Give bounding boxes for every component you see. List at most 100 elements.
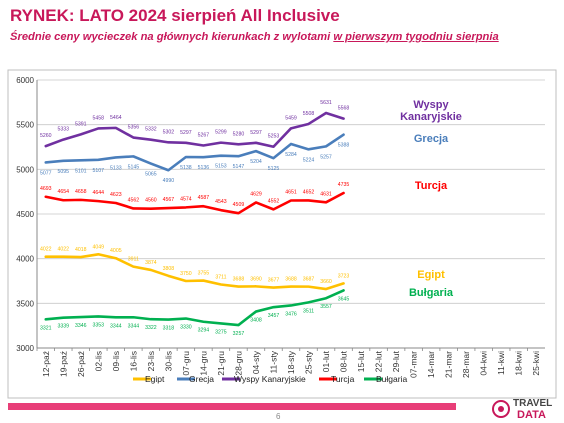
data-point (185, 142, 187, 144)
data-label: 4552 (268, 198, 280, 204)
data-point (115, 257, 117, 259)
data-label: 5464 (110, 115, 122, 121)
data-label: 5568 (338, 106, 350, 112)
y-axis-labels: 3000 3500 4000 4500 5000 5500 6000 (16, 76, 34, 353)
data-point (167, 207, 169, 209)
y-tick-label: 4000 (16, 255, 34, 264)
data-label: 4652 (303, 189, 315, 195)
series-grecja: 5077 5095 5101 5107 5133 5145 5065 4990 5138 5136… (40, 133, 349, 184)
subtitle-prefix: Średnie ceny wycieczek na głównych kieru… (10, 31, 334, 43)
series-line (44, 191, 345, 215)
data-point (45, 256, 47, 258)
x-axis-labels: 12-paź 19-paź 26-paź 02-lis 09-lis 16-lis 23-l… (36, 348, 541, 378)
data-point (255, 201, 257, 204)
data-label: 5125 (268, 166, 280, 172)
data-point (202, 144, 205, 147)
series-name-label: Bułgaria (409, 287, 454, 299)
x-tick-label: 07-gru (181, 351, 191, 376)
data-point (220, 322, 222, 325)
data-point (80, 199, 82, 201)
data-label: 5297 (180, 130, 192, 136)
y-tick-label: 5000 (16, 165, 34, 174)
data-point (185, 317, 187, 320)
data-label: 3911 (128, 257, 139, 263)
x-tick-label: 28-mar (461, 351, 471, 378)
data-point (97, 253, 99, 255)
y-tick-label: 4500 (16, 210, 34, 219)
data-label: 5459 (285, 115, 297, 121)
data-point (237, 324, 240, 326)
x-tick-label: 11-kwi (496, 351, 506, 375)
data-point (80, 256, 82, 258)
x-tick-label: 04-kwi (479, 351, 489, 376)
page-title: RYNEK: LATO 2024 sierpień All Inclusive (10, 6, 340, 25)
data-label: 4644 (93, 190, 105, 196)
data-label: 5508 (303, 111, 315, 117)
series-turcja: 4693 4654 4658 4644 4623 4562 4560 4567 4574 4587… (40, 182, 349, 215)
data-point (342, 192, 345, 194)
data-point (342, 289, 345, 291)
data-label: 5147 (233, 164, 245, 170)
data-point (132, 316, 134, 318)
data-label: 4587 (198, 195, 210, 201)
data-label: 4631 (320, 191, 332, 197)
data-point (62, 317, 64, 319)
y-tick-label: 3000 (16, 344, 34, 353)
data-label: 3723 (338, 273, 350, 279)
x-tick-label: 09-lis (111, 351, 121, 371)
data-label: 3690 (250, 276, 262, 282)
data-label: 4623 (110, 192, 122, 198)
data-point (272, 306, 275, 308)
page-subtitle: Średnie ceny wycieczek na głównych kieru… (10, 31, 499, 43)
data-point (150, 318, 152, 320)
data-label: 3645 (338, 296, 350, 302)
data-label: 4651 (285, 190, 297, 196)
data-label: 3750 (180, 271, 192, 277)
series-line (44, 252, 345, 291)
data-label: 3557 (320, 304, 332, 310)
data-point (272, 208, 275, 210)
data-point (307, 301, 310, 303)
data-label: 5284 (285, 152, 297, 158)
data-label: 3321 (40, 325, 52, 331)
data-point (237, 143, 240, 145)
data-point (62, 138, 64, 141)
data-point (150, 162, 152, 165)
data-point (45, 318, 47, 320)
data-point (342, 117, 345, 120)
legend-label: Turcja (331, 374, 355, 384)
data-point (150, 269, 152, 271)
logo-text-data: DATA (517, 409, 546, 421)
data-label: 5356 (128, 125, 140, 131)
x-tick-label: 19-paź (58, 351, 68, 377)
data-label: 4543 (215, 199, 227, 205)
data-label: 5204 (250, 159, 262, 165)
data-point (45, 196, 47, 198)
data-label: 5107 (93, 168, 105, 174)
data-point (290, 304, 292, 307)
data-label: 4567 (163, 197, 175, 203)
x-tick-label: 14-gru (198, 351, 208, 376)
data-point (220, 209, 222, 211)
series-name-label: Egipt (417, 269, 445, 281)
data-point (150, 208, 152, 210)
data-label: 3687 (303, 277, 315, 283)
data-point (255, 150, 257, 152)
x-tick-label: 12-paź (41, 351, 51, 377)
legend-label: Wyspy Kanaryjskie (234, 374, 306, 384)
x-tick-label: 26-paź (76, 351, 86, 377)
data-point (307, 123, 310, 125)
data-label: 5224 (303, 157, 315, 163)
data-label: 3344 (110, 323, 122, 329)
x-tick-label: 23-lis (146, 351, 156, 371)
data-point (115, 316, 117, 318)
data-point (132, 155, 134, 157)
series-name-label: Kanaryjskie (400, 111, 462, 123)
y-tick-label: 5500 (16, 121, 34, 130)
data-point (185, 206, 187, 208)
data-point (290, 143, 292, 145)
data-point (325, 112, 327, 114)
x-tick-label: 02-lis (93, 351, 103, 371)
